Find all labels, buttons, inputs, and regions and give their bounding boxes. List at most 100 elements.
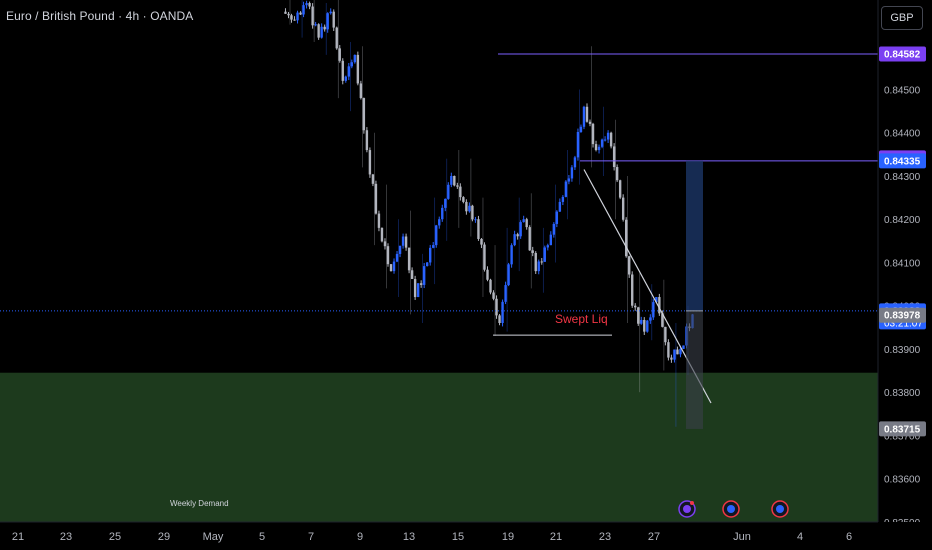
x-tick-label: 7 [308,531,314,543]
candle-body [398,245,402,254]
calendar-event-icon-inner [727,505,735,513]
candle-body [311,6,314,26]
candle-body [570,167,574,179]
candle-body [585,106,589,122]
candle-body [486,269,489,280]
notification-dot [690,501,694,505]
candle-body [329,11,332,14]
lightning-icon-inner [683,505,691,513]
position-target-box [686,160,703,311]
candle-body [453,175,456,186]
candle-body [299,12,302,15]
price-label-grey [879,421,926,437]
candle-body [308,3,311,7]
x-tick-label: May [203,531,224,543]
x-tick-label: 23 [599,531,611,543]
x-tick-label: 21 [12,531,24,543]
price-label-grey [879,307,926,323]
candle-body [383,241,387,247]
candle-body [335,27,338,49]
candle-body [501,301,504,323]
x-tick-label: Jun [733,531,751,543]
price-label-order [879,153,926,169]
y-tick-label: 0.84200 [884,215,921,226]
candle-body [380,227,384,242]
candle-body [471,205,474,220]
candle-body [624,219,628,257]
candle-body [507,264,510,286]
candle-body [326,13,329,30]
candle-body [612,146,616,168]
candle-body [649,317,652,321]
candle-body [447,184,450,199]
candle-body [594,144,598,151]
price-label-text: 0.84335 [884,156,921,167]
candle-body [667,342,670,358]
candle-body [407,247,411,271]
candle-body [603,139,607,141]
candle-body [600,139,604,147]
candle-body [670,357,673,360]
candle-body [537,261,540,272]
candle-body [552,223,556,235]
candle-body [504,285,507,302]
candle-body [549,234,553,246]
candle-body [606,132,610,140]
candle-body [323,26,326,30]
currency-button[interactable]: GBP [881,6,923,30]
candle-body [293,19,296,21]
candle-body [489,279,492,293]
y-tick-label: 0.83700 [884,431,921,442]
x-tick-label: 29 [158,531,170,543]
candle-body [462,197,465,202]
candle-body [350,62,354,67]
x-tick-label: 19 [502,531,514,543]
symbol-title[interactable]: Euro / British Pound · 4h · OANDA [6,9,194,23]
candle-body [555,211,559,224]
candle-body [395,253,399,262]
candle-body [519,222,522,237]
candle-body [332,11,335,28]
candle-body [621,197,625,220]
price-label-text: 0.83715 [884,424,921,435]
candle-body [413,278,417,298]
candle-body [664,326,667,343]
candle-body [522,219,525,223]
candle-body [429,247,432,263]
candle-body [344,76,347,81]
candle-body [510,245,513,265]
candle-body [655,297,658,303]
candle-body [679,348,682,355]
candle-body [492,292,495,299]
candle-body [546,245,549,248]
time-axis [0,522,932,550]
candle-body [371,174,375,184]
candle-body [287,13,290,16]
y-tick-label: 0.84500 [884,86,921,97]
position-stop-box [686,310,703,429]
y-tick-label: 0.83600 [884,475,921,486]
candle-body [643,319,646,332]
price-label-text: 0.84582 [884,50,921,61]
candle-body [435,225,438,246]
calendar-event-icon-inner [776,505,784,513]
candle-body [480,238,483,245]
candle-body [353,54,357,63]
candle-body [474,219,477,221]
candle-body [422,266,426,285]
candle-body [432,245,435,248]
x-tick-label: 6 [846,531,852,543]
x-tick-label: 23 [60,531,72,543]
countdown-text: 03:21:07 [884,318,923,329]
demand-zone [0,372,878,522]
candle-body [347,66,350,77]
candle-body [317,24,320,38]
candle-body [374,183,378,214]
candle-body [637,307,640,324]
candle-body [591,123,595,145]
candle-body [618,180,622,198]
candle-body [465,201,468,212]
y-tick-label: 0.84100 [884,258,921,269]
candle-body [579,126,583,133]
